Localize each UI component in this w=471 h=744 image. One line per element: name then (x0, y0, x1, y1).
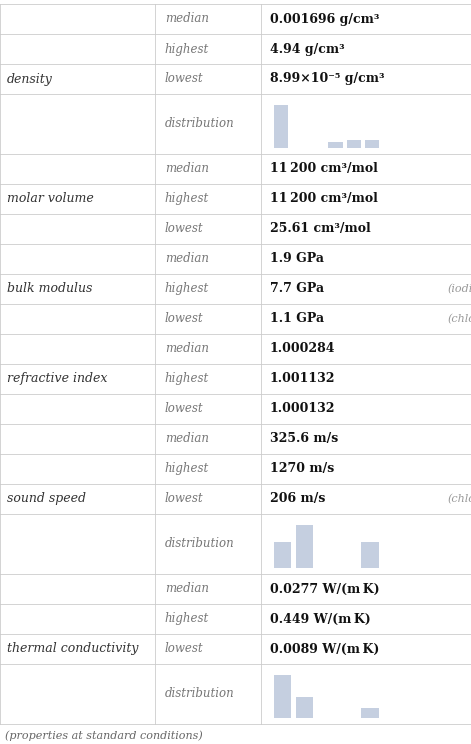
Text: highest: highest (165, 373, 209, 385)
Text: median: median (165, 252, 209, 266)
Bar (274, 542, 291, 568)
Text: distribution: distribution (165, 537, 235, 551)
Text: lowest: lowest (165, 493, 203, 505)
Bar (347, 140, 361, 148)
Bar (295, 697, 313, 718)
Text: thermal conductivity: thermal conductivity (7, 643, 138, 655)
Bar (274, 105, 288, 148)
Text: highest: highest (165, 193, 209, 205)
Text: 25.61 cm³/mol: 25.61 cm³/mol (270, 222, 371, 236)
Text: 1.000132: 1.000132 (270, 403, 335, 415)
Text: median: median (165, 432, 209, 446)
Text: highest: highest (165, 463, 209, 475)
Text: median: median (165, 583, 209, 595)
Text: lowest: lowest (165, 312, 203, 325)
Text: 1270 m/s: 1270 m/s (270, 463, 334, 475)
Text: (iodine): (iodine) (447, 284, 471, 294)
Text: 1.1 GPa: 1.1 GPa (270, 312, 324, 325)
Text: 0.0089 W/(m K): 0.0089 W/(m K) (270, 643, 379, 655)
Text: (properties at standard conditions): (properties at standard conditions) (5, 730, 203, 740)
Text: (chlorine): (chlorine) (447, 494, 471, 504)
Bar (295, 525, 313, 568)
Text: 1.9 GPa: 1.9 GPa (270, 252, 324, 266)
Text: highest: highest (165, 283, 209, 295)
Text: lowest: lowest (165, 72, 203, 86)
Text: 1.001132: 1.001132 (270, 373, 335, 385)
Text: sound speed: sound speed (7, 493, 86, 505)
Text: 0.449 W/(m K): 0.449 W/(m K) (270, 612, 371, 626)
Text: 11 200 cm³/mol: 11 200 cm³/mol (270, 193, 378, 205)
Text: molar volume: molar volume (7, 193, 94, 205)
Bar (361, 708, 379, 718)
Text: distribution: distribution (165, 687, 235, 701)
Text: density: density (7, 72, 53, 86)
Bar (328, 141, 343, 148)
Text: lowest: lowest (165, 643, 203, 655)
Text: 4.94 g/cm³: 4.94 g/cm³ (270, 42, 344, 56)
Text: 0.001696 g/cm³: 0.001696 g/cm³ (270, 13, 379, 25)
Text: median: median (165, 342, 209, 356)
Text: 206 m/s: 206 m/s (270, 493, 325, 505)
Text: highest: highest (165, 612, 209, 626)
Text: 7.7 GPa: 7.7 GPa (270, 283, 324, 295)
Text: median: median (165, 162, 209, 176)
Text: 0.0277 W/(m K): 0.0277 W/(m K) (270, 583, 380, 595)
Text: median: median (165, 13, 209, 25)
Text: 325.6 m/s: 325.6 m/s (270, 432, 338, 446)
Text: refractive index: refractive index (7, 373, 107, 385)
Bar (361, 542, 379, 568)
Text: lowest: lowest (165, 403, 203, 415)
Text: lowest: lowest (165, 222, 203, 236)
Bar (274, 675, 291, 718)
Text: 1.000284: 1.000284 (270, 342, 335, 356)
Text: (chlorine): (chlorine) (447, 314, 471, 324)
Text: highest: highest (165, 42, 209, 56)
Bar (365, 140, 380, 148)
Text: bulk modulus: bulk modulus (7, 283, 92, 295)
Text: 11 200 cm³/mol: 11 200 cm³/mol (270, 162, 378, 176)
Text: distribution: distribution (165, 118, 235, 130)
Text: 8.99×10⁻⁵ g/cm³: 8.99×10⁻⁵ g/cm³ (270, 72, 384, 86)
